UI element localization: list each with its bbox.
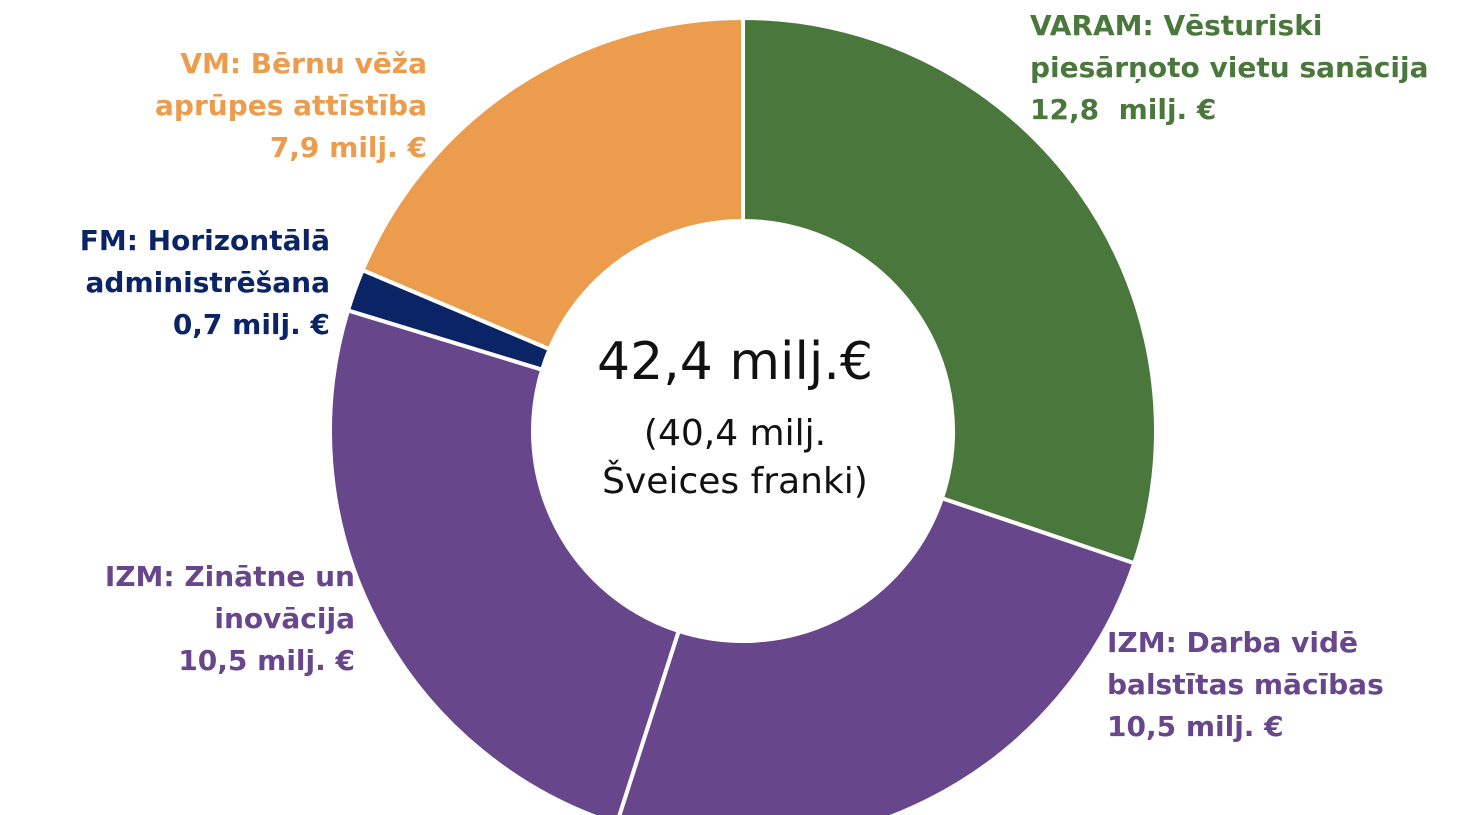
value-label: 0,7 milj. € [172, 308, 330, 341]
center-title: 42,4 milj.€ [597, 332, 873, 392]
donut-segment [741, 15, 1159, 566]
category-name: VM: Bērnu vēža aprūpes attīstība [155, 47, 427, 122]
value-label: 10,5 milj. € [1107, 710, 1284, 743]
category-name: FM: Horizontālā administrēšana [79, 224, 330, 299]
center-subtitle: (40,4 milj. Šveices franki) [602, 413, 868, 502]
segment-label: FM: Horizontālā administrēšana 0,7 milj. … [8, 220, 330, 346]
donut-segment [617, 495, 1137, 815]
category-name: VARAM: Vēsturiski piesārņoto vietu sanāc… [1030, 9, 1429, 84]
value-label: 10,5 milj. € [178, 644, 355, 677]
donut-segment [359, 15, 745, 352]
donut-segment [328, 307, 682, 815]
value-label: 12,8 milj. € [1030, 93, 1217, 126]
value-label: 7,9 milj. € [269, 131, 427, 164]
segment-label: IZM: Zinātne un inovācija 10,5 milj. € [20, 556, 355, 682]
segment-label: IZM: Darba vidē balstītas mācības 10,5 mi… [1107, 622, 1397, 748]
category-name: IZM: Zinātne un inovācija [104, 560, 355, 635]
category-name: IZM: Darba vidē balstītas mācības [1107, 626, 1384, 701]
segment-label: VM: Bērnu vēža aprūpes attīstība 7,9 milj… [65, 43, 427, 169]
segment-label: VARAM: Vēsturiski piesārņoto vietu sanāc… [1030, 5, 1458, 131]
